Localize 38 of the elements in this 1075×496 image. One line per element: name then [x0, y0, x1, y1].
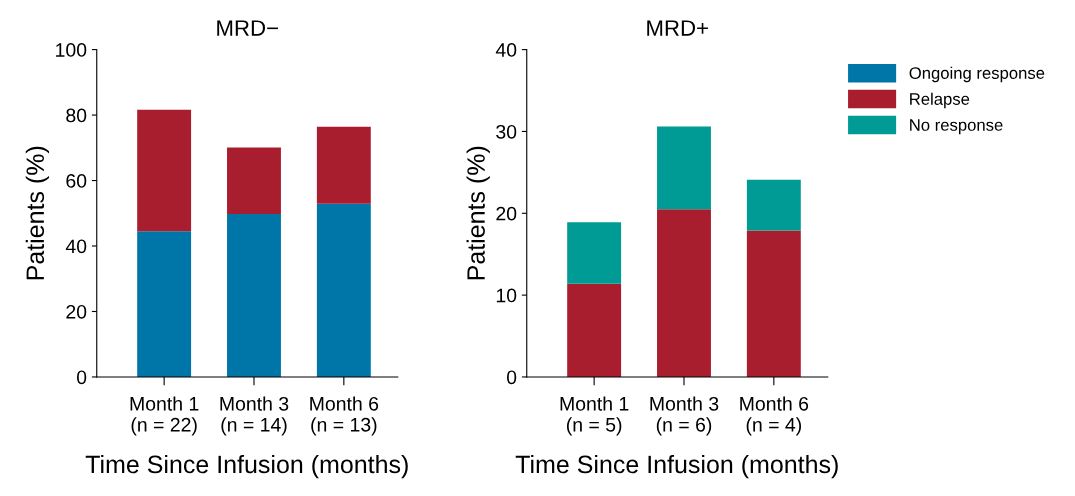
y-tick-label: 0: [506, 370, 517, 385]
bar: [137, 109, 192, 232]
y-tick-label: 80: [66, 108, 87, 123]
y-tick-label: 30: [496, 124, 517, 139]
bar: [227, 147, 281, 214]
bar: [137, 231, 192, 377]
x-tick-label: Month 3 (n = 6): [650, 396, 719, 436]
y-tick-label: 40: [495, 43, 517, 57]
y-tick-label: 60: [66, 174, 87, 188]
y-axis-title: Patients (%): [25, 146, 50, 280]
y-tick-label: 20: [496, 206, 517, 221]
y-tick-label: 40: [65, 239, 87, 254]
bar: [657, 209, 711, 377]
bar: [567, 222, 622, 284]
x-tick-label: Month 6 (n = 13): [310, 396, 379, 436]
bar: [746, 230, 801, 377]
legend-label: No response: [910, 119, 1003, 135]
y-tick-label: 20: [66, 304, 87, 319]
bar: [316, 126, 371, 204]
legend-label: Ongoing response: [909, 66, 1045, 83]
bar: [316, 203, 371, 377]
y-tick-label: 100: [56, 43, 87, 57]
bar: [746, 179, 801, 231]
bar: [657, 126, 711, 210]
y-tick-label: 0: [76, 370, 87, 385]
y-tick-label: 10: [496, 288, 517, 303]
bar: [227, 213, 281, 377]
x-tick-label: Month 1 (n = 22): [130, 396, 199, 436]
bar: [567, 283, 622, 377]
x-axis-title: Time Since Infusion (months): [85, 454, 408, 479]
legend-label: Relapse: [910, 92, 970, 109]
chart-title: MRD+: [647, 20, 708, 36]
x-tick-label: Month 3 (n = 14): [220, 396, 289, 436]
chart-title: MRD−: [217, 20, 278, 36]
x-axis-title: Time Since Infusion (months): [515, 454, 838, 479]
y-axis-title: Patients (%): [466, 146, 490, 280]
x-tick-label: Month 6 (n = 4): [740, 396, 809, 436]
x-tick-label: Month 1 (n = 5): [560, 396, 629, 436]
